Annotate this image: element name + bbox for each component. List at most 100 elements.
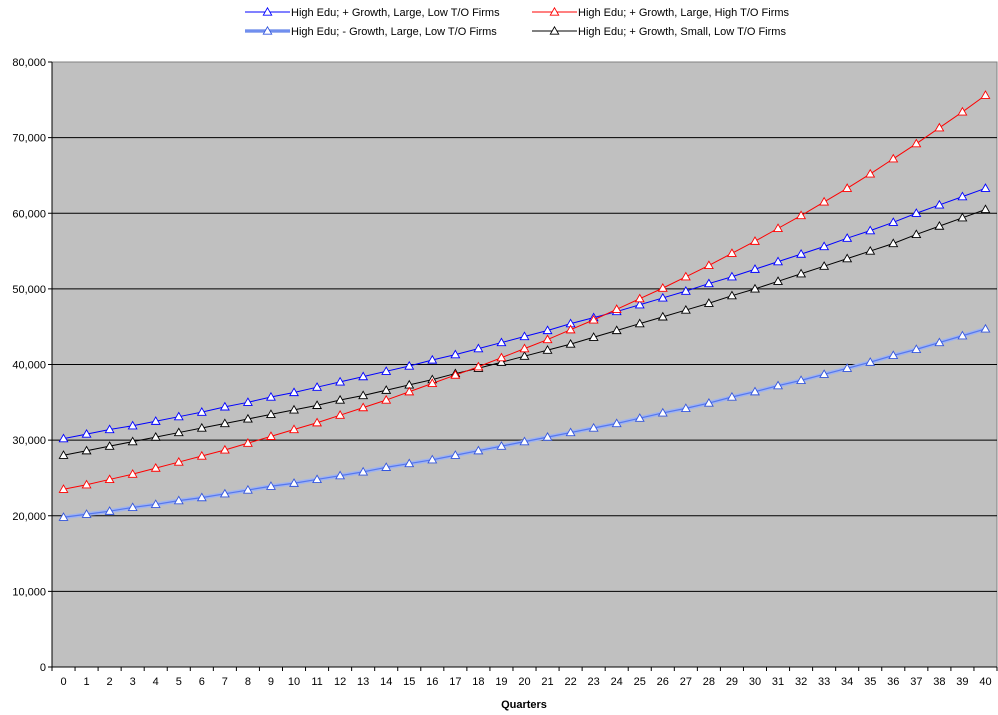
data-point xyxy=(58,484,69,493)
legend: High Edu; + Growth, Large, Low T/O Firms… xyxy=(245,6,790,38)
x-tick-label: 26 xyxy=(657,676,669,688)
data-point xyxy=(611,304,622,313)
x-tick-label: 31 xyxy=(772,676,784,688)
data-point xyxy=(773,256,784,266)
x-tick-label: 6 xyxy=(199,676,205,688)
x-tick-label: 1 xyxy=(84,676,90,688)
x-tick-label: 5 xyxy=(176,676,182,688)
x-tick-label: 11 xyxy=(311,676,322,688)
data-point xyxy=(265,431,276,440)
data-point xyxy=(381,462,392,471)
data-point xyxy=(634,413,645,422)
data-point xyxy=(842,233,853,242)
x-tick-label: 17 xyxy=(449,676,461,688)
data-point xyxy=(634,299,645,309)
y-tick-label: 40,000 xyxy=(12,360,46,372)
x-tick-label: 21 xyxy=(541,676,553,688)
data-point xyxy=(542,334,553,344)
data-point xyxy=(934,199,945,209)
data-point xyxy=(381,394,392,404)
data-point xyxy=(796,210,807,220)
data-point xyxy=(289,387,299,397)
x-tick-label: 25 xyxy=(634,676,646,688)
data-point xyxy=(173,427,184,437)
y-tick-label: 60,000 xyxy=(12,208,46,220)
data-point xyxy=(427,354,438,364)
data-point xyxy=(289,424,299,434)
data-point xyxy=(289,404,299,414)
y-tick-label: 80,000 xyxy=(12,57,46,69)
data-point xyxy=(358,371,369,381)
data-point xyxy=(519,343,530,353)
series-layer xyxy=(58,90,991,521)
data-point xyxy=(657,292,668,302)
data-point xyxy=(565,427,576,437)
data-point xyxy=(957,212,968,222)
data-point xyxy=(104,441,115,450)
data-point xyxy=(888,238,899,248)
data-point xyxy=(957,330,968,340)
series-3 xyxy=(58,323,991,521)
data-point xyxy=(196,422,207,432)
data-point xyxy=(865,245,876,255)
x-tick-label: 14 xyxy=(380,676,392,688)
data-point xyxy=(265,409,276,419)
data-point xyxy=(911,208,922,217)
data-point xyxy=(865,225,876,235)
x-tick-label: 18 xyxy=(472,676,484,688)
x-tick-label: 34 xyxy=(841,676,853,688)
data-point xyxy=(81,479,92,489)
x-tick-label: 38 xyxy=(933,676,945,688)
data-point xyxy=(980,323,991,333)
data-point xyxy=(104,424,115,434)
data-point xyxy=(219,401,230,411)
legend-entry-4: High Edu; + Growth, Small, Low T/O Firms xyxy=(532,25,786,38)
x-tick-label: 22 xyxy=(564,676,576,688)
data-point xyxy=(242,484,253,494)
legend-marker xyxy=(549,25,560,35)
data-point xyxy=(957,191,968,201)
data-point xyxy=(865,168,876,178)
data-point xyxy=(312,382,323,391)
x-tick-label: 9 xyxy=(268,676,274,688)
x-tick-label: 28 xyxy=(703,676,715,688)
data-point xyxy=(427,378,438,388)
data-point xyxy=(404,386,415,396)
data-point xyxy=(819,241,830,251)
x-tick-label: 8 xyxy=(245,676,251,688)
data-point xyxy=(911,138,922,148)
x-tick-label: 0 xyxy=(60,676,66,688)
data-point xyxy=(104,474,115,484)
data-point xyxy=(358,466,369,476)
data-point xyxy=(726,271,737,281)
data-point xyxy=(173,495,184,505)
data-point xyxy=(519,331,530,341)
data-point xyxy=(842,183,853,192)
data-point xyxy=(634,318,645,328)
data-point xyxy=(58,433,69,443)
data-point xyxy=(980,183,991,192)
data-point xyxy=(312,474,323,484)
x-tick-label: 23 xyxy=(588,676,600,688)
x-tick-label: 37 xyxy=(910,676,922,688)
legend-label-2: High Edu; + Growth, Large, High T/O Firm… xyxy=(578,7,790,19)
data-point xyxy=(911,229,922,239)
x-tick-label: 3 xyxy=(130,676,136,688)
data-point xyxy=(565,324,576,334)
data-point xyxy=(542,345,553,354)
data-point xyxy=(819,261,830,270)
data-point xyxy=(750,283,760,293)
data-point xyxy=(957,106,968,116)
data-point xyxy=(450,450,461,459)
y-axis: 0 10,000 20,000 30,000 40,000 50,000 60,000 70,… xyxy=(12,57,53,674)
data-point xyxy=(542,325,553,335)
data-point xyxy=(312,417,323,427)
legend-label-3: High Edu; - Growth, Large, Low T/O Firms xyxy=(291,26,497,38)
data-point xyxy=(104,506,115,515)
x-tick-label: 20 xyxy=(518,676,530,688)
data-point xyxy=(173,456,184,466)
data-point xyxy=(196,407,207,416)
data-point xyxy=(219,444,230,454)
data-point xyxy=(657,311,668,321)
